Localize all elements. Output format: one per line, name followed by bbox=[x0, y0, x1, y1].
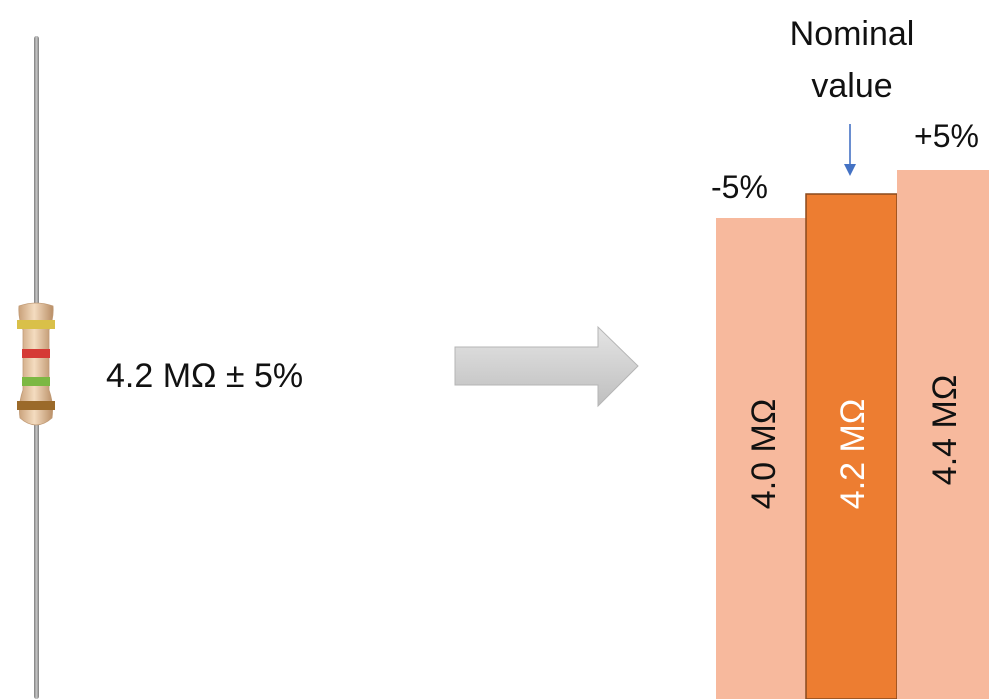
plus-5-percent-label: +5% bbox=[914, 118, 979, 154]
bar-nominal-value: 4.2 MΩ bbox=[834, 399, 872, 509]
resistor-band-3 bbox=[22, 377, 50, 386]
resistor-band-1 bbox=[17, 320, 55, 329]
bar-minus-5 bbox=[716, 218, 807, 699]
bar-minus-5-value: 4.0 MΩ bbox=[745, 399, 783, 509]
tolerance-bars bbox=[716, 170, 989, 699]
bar-plus-5-value: 4.4 MΩ bbox=[926, 375, 964, 485]
nominal-label-line1: Nominal bbox=[790, 15, 915, 53]
bar-plus-5 bbox=[897, 170, 989, 699]
resistor bbox=[17, 36, 55, 699]
resistor-band-2 bbox=[22, 349, 50, 358]
resistor-band-4 bbox=[17, 401, 55, 410]
minus-5-percent-label: -5% bbox=[711, 169, 768, 205]
resistor-value-label: 4.2 MΩ ± 5% bbox=[106, 357, 303, 395]
down-arrow-icon bbox=[844, 124, 856, 176]
bar-nominal bbox=[805, 193, 898, 699]
right-arrow-icon bbox=[454, 325, 639, 408]
nominal-label-line2: value bbox=[811, 67, 892, 105]
